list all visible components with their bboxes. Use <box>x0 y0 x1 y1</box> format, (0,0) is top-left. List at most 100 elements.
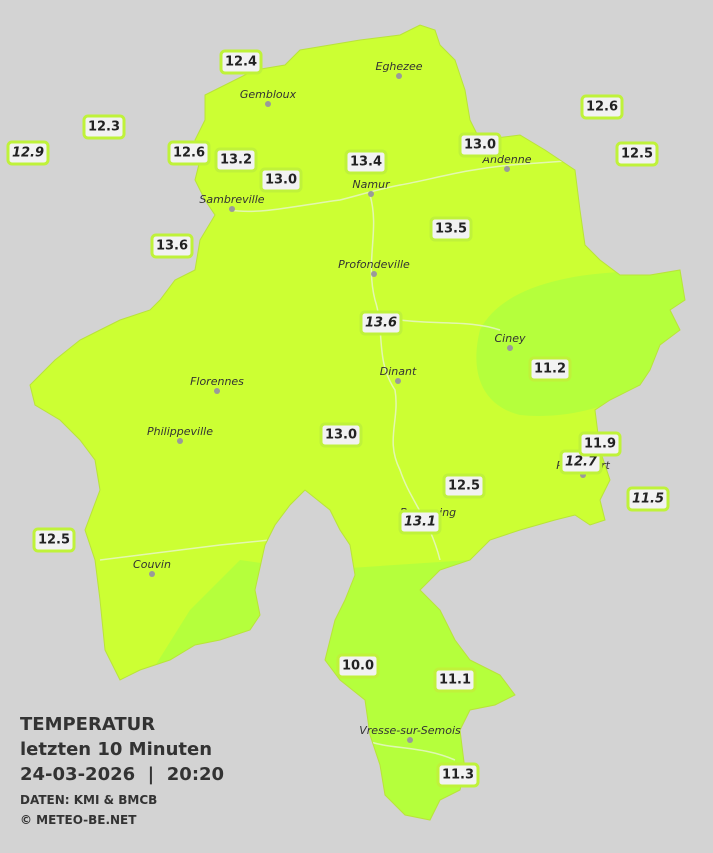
station: 13.4 <box>344 149 388 175</box>
station-box <box>336 653 380 679</box>
station: 11.2 <box>528 356 572 382</box>
datetime: 24-03-2026 | 20:20 <box>20 764 224 785</box>
station-box <box>580 94 624 120</box>
city-label: Eghezee <box>376 60 423 73</box>
station-value: 12.6 <box>586 100 618 115</box>
legend: TEMPERATUR letzten 10 Minuten 24-03-2026… <box>20 714 224 827</box>
station-box <box>615 141 659 167</box>
station: 13.0 <box>458 132 502 158</box>
city-label: Florennes <box>190 375 244 388</box>
station: 11.5 <box>626 486 670 512</box>
station-value: 13.6 <box>156 239 188 254</box>
station-value: 13.5 <box>435 222 467 237</box>
station-box <box>259 167 303 193</box>
city-label: Vresse-sur-Semois <box>359 724 461 737</box>
station: 12.5 <box>615 141 659 167</box>
period: letzten 10 Minuten <box>20 739 212 760</box>
station-value: 12.6 <box>173 146 205 161</box>
city-label: Profondeville <box>338 258 410 271</box>
station-box <box>319 422 363 448</box>
station-box <box>82 114 126 140</box>
station-box <box>429 216 473 242</box>
station-box <box>344 149 388 175</box>
station-box <box>219 49 263 75</box>
heading: TEMPERATUR <box>20 714 155 735</box>
city-dot <box>371 271 377 277</box>
city-dot <box>229 206 235 212</box>
station: 12.5 <box>442 473 486 499</box>
city-dot <box>149 571 155 577</box>
station-value: 12.5 <box>38 533 70 548</box>
station: 11.1 <box>433 667 477 693</box>
station: 13.0 <box>259 167 303 193</box>
city-label: Couvin <box>133 558 171 571</box>
station: 10.0 <box>336 653 380 679</box>
city-label: Ciney <box>495 332 526 345</box>
city-dot <box>504 166 510 172</box>
station-value: 12.5 <box>448 479 480 494</box>
station-box <box>359 310 403 336</box>
station: 13.0 <box>319 422 363 448</box>
station-layer: 12.4 12.3 12.9 12.6 13.2 13.0 13.4 13.0 12.6 12.5… <box>6 49 670 788</box>
station: 13.6 <box>359 310 403 336</box>
station: 11.9 <box>578 431 622 457</box>
city-label: Gembloux <box>240 88 297 101</box>
station-box <box>626 486 670 512</box>
copyright: © METEO-BE.NET <box>20 813 137 827</box>
station-value: 13.0 <box>325 428 357 443</box>
station: 13.1 <box>398 509 442 535</box>
station-value: 11.5 <box>632 492 664 507</box>
station: 12.3 <box>82 114 126 140</box>
station-box <box>167 140 211 166</box>
city-dot <box>407 737 413 743</box>
station-box <box>442 473 486 499</box>
station-box <box>433 667 477 693</box>
station-value: 11.9 <box>584 437 616 452</box>
station-value: 12.9 <box>12 146 44 161</box>
station-box <box>436 762 480 788</box>
station-box <box>150 233 194 259</box>
city-dot <box>265 101 271 107</box>
city-dot <box>368 191 374 197</box>
station-value: 12.7 <box>565 455 598 470</box>
city-dot <box>396 73 402 79</box>
station-box <box>214 147 258 173</box>
station-value: 10.0 <box>342 659 374 674</box>
station-value: 12.5 <box>621 147 653 162</box>
station-value: 12.3 <box>88 120 120 135</box>
station-value: 13.1 <box>404 515 436 530</box>
city-label: Namur <box>352 178 391 191</box>
station: 13.2 <box>214 147 258 173</box>
station-value: 13.0 <box>464 138 496 153</box>
station-value: 11.1 <box>439 673 471 688</box>
station: 12.4 <box>219 49 263 75</box>
station-value: 13.6 <box>365 316 397 331</box>
station: 12.5 <box>32 527 76 553</box>
station-box <box>6 140 50 166</box>
station-value: 12.4 <box>225 55 257 70</box>
station-value: 13.0 <box>265 173 297 188</box>
station-box <box>32 527 76 553</box>
station: 12.7 <box>559 449 603 475</box>
station-box <box>458 132 502 158</box>
source: DATEN: KMI & BMCB <box>20 793 157 807</box>
station: 13.6 <box>150 233 194 259</box>
station: 12.9 <box>6 140 50 166</box>
city-dot <box>214 388 220 394</box>
station: 12.6 <box>167 140 211 166</box>
station-value: 13.2 <box>220 153 252 168</box>
city-label: Philippeville <box>147 425 213 438</box>
station-box <box>528 356 572 382</box>
city-label: Dinant <box>380 365 417 378</box>
station: 13.5 <box>429 216 473 242</box>
station: 11.3 <box>436 762 480 788</box>
station-value: 11.3 <box>442 768 474 783</box>
station-box <box>398 509 442 535</box>
city-label: Sambreville <box>199 193 264 206</box>
city-dot <box>507 345 513 351</box>
station-value: 11.2 <box>534 362 566 377</box>
station-box <box>578 431 622 457</box>
city-dot <box>395 378 401 384</box>
city-dot <box>177 438 183 444</box>
